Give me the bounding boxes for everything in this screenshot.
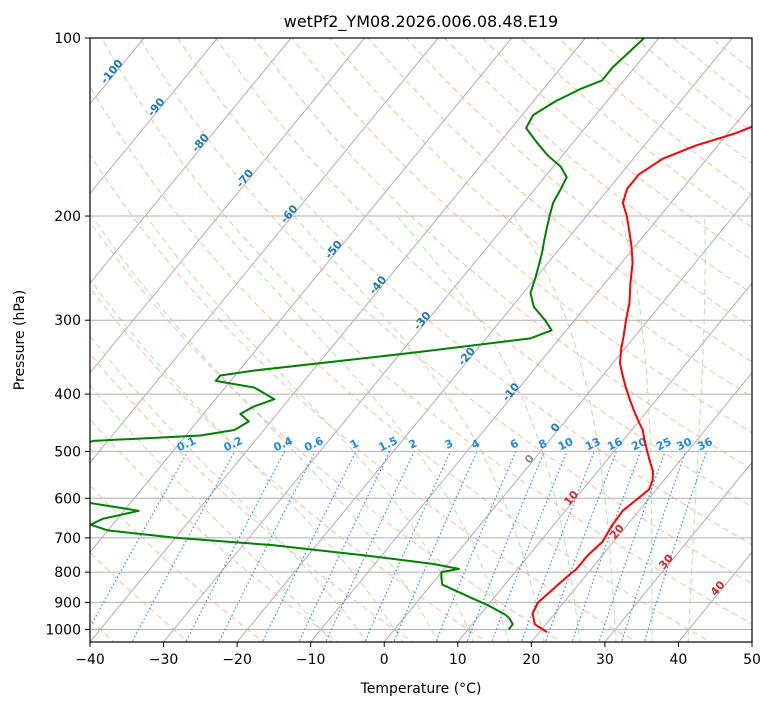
moist-adiabat-line (293, 215, 545, 642)
x-tick-label: 50 (743, 652, 761, 668)
moist-adiabat-line (396, 215, 581, 642)
mixing-ratio-line (218, 451, 316, 642)
dry-adiabat-line (253, 38, 752, 470)
series-layer (90, 38, 752, 633)
x-tick-label: 30 (596, 652, 614, 668)
y-tick-label: 100 (54, 31, 81, 47)
mixing-ratio-line (598, 451, 666, 642)
mixing-ratio-line (435, 451, 517, 642)
dry-adiabat-line (405, 38, 752, 328)
mixing-ratio-line (466, 451, 545, 642)
dry-adiabat-line (444, 38, 752, 294)
x-tick-label: −10 (296, 652, 326, 668)
dry-adiabat-line (90, 484, 265, 642)
x-axis-label: Temperature (°C) (360, 681, 482, 697)
mixing-ratio-label: 16 (605, 435, 625, 453)
x-tick-label: 40 (670, 652, 688, 668)
mixing-ratio-line (491, 451, 568, 642)
mixing-ratio-line (571, 451, 642, 642)
y-axis-label: Pressure (hPa) (12, 290, 28, 390)
x-tick-label: −30 (149, 652, 179, 668)
moist-adiabat-line (620, 215, 653, 642)
mixing-ratio-line (621, 451, 687, 642)
dry-adiabat-line (139, 38, 752, 585)
grid-layer (90, 38, 752, 642)
x-tick-label: 20 (522, 652, 540, 668)
isotherm-line (530, 372, 752, 642)
isotherm-line (163, 38, 660, 642)
dry-adiabat-line (90, 353, 414, 642)
y-tick-label: 500 (54, 444, 81, 460)
moist-adiabat-line (211, 215, 510, 642)
chart-title: wetPf2_YM08.2026.006.08.48.E19 (284, 12, 558, 32)
mixing-ratio-line (131, 451, 236, 642)
isotherm-line (90, 38, 292, 284)
y-axis: 100 200 300 400 500 600 700 800 900 1000 (45, 31, 90, 638)
plot-frame (89, 37, 753, 643)
mixing-ratio-line (298, 451, 391, 642)
isotherm-line (90, 38, 586, 642)
x-tick-label: −40 (75, 652, 105, 668)
mixing-ratio-label: 13 (583, 435, 602, 453)
x-tick-label: 0 (380, 652, 389, 668)
moist-adiabat-line (90, 278, 404, 642)
y-tick-label: 800 (54, 565, 81, 581)
dry-adiabat-line (90, 85, 712, 642)
x-axis: −40 −30 −20 −10 0 10 20 30 40 50 (75, 642, 761, 668)
moist-adiabat-line (90, 335, 368, 642)
isotherm-line (90, 38, 365, 374)
y-tick-label: 700 (54, 531, 81, 547)
isotherm-line (457, 282, 752, 642)
moist-adiabat-line (90, 384, 333, 642)
dry-adiabat-line (101, 38, 752, 625)
dry-adiabat-line (90, 418, 339, 642)
isotherm-line (236, 38, 733, 642)
moist-adiabat-line (91, 215, 439, 642)
dry-adiabat-line (177, 38, 752, 546)
mixing-ratio-label: 30 (675, 435, 695, 453)
moist-adiabat-line (513, 215, 617, 642)
dry-adiabat-line (90, 287, 488, 642)
x-tick-label: 10 (449, 652, 467, 668)
x-tick-label: −20 (222, 652, 252, 668)
y-tick-label: 200 (54, 209, 81, 225)
moist-adiabat-line (687, 215, 706, 642)
mixing-ratio-line (520, 451, 595, 642)
dry-adiabat-line (215, 38, 752, 508)
y-tick-label: 900 (54, 595, 81, 611)
y-tick-label: 300 (54, 313, 81, 329)
mixing-ratio-label: 25 (654, 435, 673, 453)
isotherm-line (90, 38, 439, 464)
dry-adiabat-line (90, 551, 190, 642)
mixing-ratio-label: 36 (695, 435, 715, 453)
y-tick-label: 1000 (45, 622, 81, 638)
dry-adiabat-line (90, 154, 638, 642)
mixing-ratio-line (545, 451, 617, 642)
temperature-profile-line (531, 125, 752, 633)
isotherm-line (383, 192, 752, 642)
mixing-ratio-line (325, 451, 415, 642)
mixing-ratio-line (643, 451, 708, 642)
isotherm-line (604, 461, 752, 642)
mixing-ratio-label: 10 (556, 435, 576, 453)
dry-adiabat-line (90, 221, 563, 642)
dry-adiabat-line (291, 38, 752, 434)
y-tick-label: 400 (54, 387, 81, 403)
y-tick-label: 600 (54, 491, 81, 507)
isotherm-line (90, 38, 218, 195)
mixing-ratio-line (184, 451, 286, 642)
dewpoint-profile-line (90, 38, 645, 631)
isotherm-line (90, 38, 513, 554)
moist-adiabat-line (145, 215, 474, 642)
